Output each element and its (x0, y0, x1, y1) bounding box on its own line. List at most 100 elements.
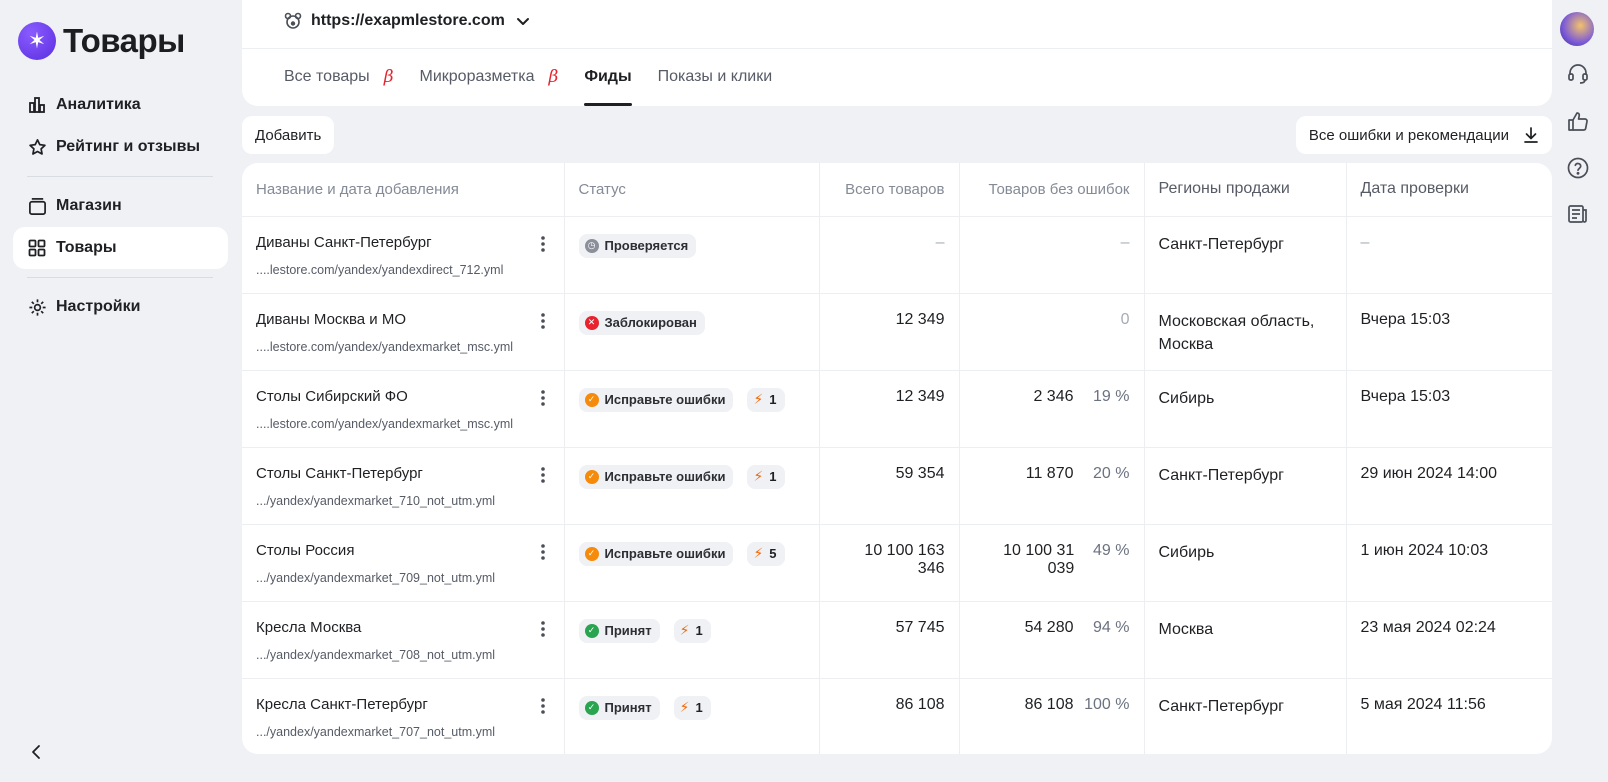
cell-name: Столы Россия .../yandex/yandexmarket_709… (242, 524, 564, 602)
table-row[interactable]: Столы Россия .../yandex/yandexmarket_709… (242, 524, 1552, 602)
status-label: Принят (604, 700, 652, 715)
status-badge[interactable]: ✓ Исправьте ошибки (578, 387, 734, 412)
column-header-ok[interactable]: Товаров без ошибок (958, 163, 1144, 217)
logo[interactable]: ✶ Товары (18, 22, 185, 60)
site-selector[interactable]: https://exapmlestore.com (284, 12, 531, 30)
feed-name[interactable]: Диваны Санкт-Петербург (256, 233, 432, 251)
feed-name[interactable]: Кресла Санкт-Петербург (256, 695, 428, 713)
all-errors-button[interactable]: Все ошибки и рекомендации (1295, 116, 1552, 154)
lightning-icon: ⚡ (753, 545, 764, 561)
errors-count-badge[interactable]: ⚡ 5 (747, 541, 785, 566)
feed-name[interactable]: Столы Россия (256, 541, 355, 559)
status-gray-icon: ◷ (584, 238, 599, 253)
more-vertical-icon[interactable] (535, 465, 551, 485)
cell-total: 86 108 (818, 678, 959, 754)
beta-badge: β (383, 67, 394, 87)
status-orange-icon: ✓ (584, 546, 599, 561)
errors-count-badge[interactable]: ⚡ 1 (673, 695, 711, 720)
gear-icon (27, 297, 47, 317)
column-header-checked[interactable]: Дата проверки (1345, 163, 1552, 217)
status-badge[interactable]: ◷ Проверяется (578, 233, 697, 258)
table-row[interactable]: Кресла Москва .../yandex/yandexmarket_70… (242, 601, 1552, 679)
feed-name[interactable]: Столы Санкт-Петербург (256, 464, 423, 482)
status-badge[interactable]: ✓ Исправьте ошибки (578, 541, 734, 566)
ok-count: 11 870 (1025, 464, 1074, 482)
tab-feeds[interactable]: Фиды (584, 48, 632, 106)
cell-status: ✓ Исправьте ошибки ⚡ 1 (563, 370, 819, 448)
table-header-row: Название и дата добавления Статус Всего … (242, 163, 1552, 217)
errors-count-badge[interactable]: ⚡ 1 (747, 387, 785, 412)
cell-name: Столы Сибирский ФО ....lestore.com/yande… (242, 370, 564, 448)
cell-total: – (818, 216, 959, 294)
status-badge[interactable]: ✓ Принят (578, 695, 660, 720)
errors-count-badge[interactable]: ⚡ 1 (673, 618, 711, 643)
more-vertical-icon[interactable] (535, 388, 551, 408)
cell-total: 59 354 (818, 447, 959, 525)
tab-impressions-clicks[interactable]: Показы и клики (658, 48, 773, 106)
column-header-status[interactable]: Статус (563, 163, 819, 217)
tabs: Все товары β Микроразметка β Фиды Показы… (284, 48, 798, 106)
more-vertical-icon[interactable] (535, 542, 551, 562)
lightning-icon: ⚡ (679, 622, 690, 638)
sidebar-item-rating[interactable]: Рейтинг и отзывы (13, 126, 228, 168)
lightning-icon: ⚡ (753, 391, 764, 407)
tab-microdata[interactable]: Микроразметка β (420, 48, 559, 106)
cell-ok: 86 108 100 % (958, 678, 1144, 754)
table-row[interactable]: Диваны Москва и МО ....lestore.com/yande… (242, 293, 1552, 371)
status-orange-icon: ✓ (584, 469, 599, 484)
cell-status: ✓ Принят ⚡ 1 (563, 601, 819, 679)
cell-status: ✓ Исправьте ошибки ⚡ 5 (563, 524, 819, 602)
more-vertical-icon[interactable] (535, 311, 551, 331)
column-header-regions[interactable]: Регионы продажи (1143, 163, 1346, 217)
like-icon[interactable] (1566, 110, 1590, 134)
table-row[interactable]: Диваны Санкт-Петербург ....lestore.com/y… (242, 216, 1552, 294)
tab-all-products[interactable]: Все товары β (284, 48, 394, 106)
more-vertical-icon[interactable] (535, 619, 551, 639)
lightning-icon: ⚡ (679, 699, 690, 715)
sidebar-item-label: Рейтинг и отзывы (56, 138, 201, 155)
more-vertical-icon[interactable] (535, 696, 551, 716)
divider (27, 176, 213, 177)
status-badge[interactable]: ✓ Исправьте ошибки (578, 464, 734, 489)
cell-total: 10 100 163 346 (818, 524, 959, 602)
cell-region: Москва (1143, 601, 1346, 679)
news-icon[interactable] (1566, 202, 1590, 226)
cell-region: Санкт-Петербург (1143, 216, 1346, 294)
tab-label: Все товары (284, 68, 370, 85)
cell-ok: 2 346 19 % (958, 370, 1144, 448)
status-badge[interactable]: ✓ Принят (578, 618, 660, 643)
column-header-total[interactable]: Всего товаров (818, 163, 959, 217)
column-header-name[interactable]: Название и дата добавления (242, 163, 564, 217)
feed-url: .../yandex/yandexmarket_708_not_utm.yml (256, 647, 496, 662)
sidebar-item-label: Аналитика (56, 96, 141, 113)
sidebar-item-settings[interactable]: Настройки (13, 286, 228, 328)
feed-name[interactable]: Столы Сибирский ФО (256, 387, 408, 405)
status-badge[interactable]: ✕ Заблокирован (578, 310, 705, 335)
ok-count: – (1120, 233, 1130, 251)
table-row[interactable]: Столы Сибирский ФО ....lestore.com/yande… (242, 370, 1552, 448)
errors-count-badge[interactable]: ⚡ 1 (747, 464, 785, 489)
table-row[interactable]: Столы Санкт-Петербург .../yandex/yandexm… (242, 447, 1552, 525)
feed-name[interactable]: Кресла Москва (256, 618, 362, 636)
sidebar-item-store[interactable]: Магазин (13, 185, 228, 227)
add-feed-button[interactable]: Добавить (242, 116, 335, 154)
sidebar-item-products[interactable]: Товары (13, 227, 228, 269)
avatar[interactable] (1560, 12, 1594, 46)
more-vertical-icon[interactable] (535, 234, 551, 254)
status-label: Исправьте ошибки (604, 392, 726, 407)
errors-count: 1 (695, 623, 703, 638)
sidebar: ✶ Товары Аналитика Рейтинг и отзывы Мага… (0, 0, 236, 782)
region-text: Санкт-Петербург (1158, 697, 1284, 715)
help-icon[interactable] (1566, 156, 1590, 180)
cell-checked: – (1345, 216, 1552, 294)
sidebar-item-analytics[interactable]: Аналитика (13, 84, 228, 126)
feed-url: ....lestore.com/yandex/yandexmarket_msc.… (256, 339, 514, 354)
collapse-sidebar-button[interactable] (26, 742, 46, 762)
table-row[interactable]: Кресла Санкт-Петербург .../yandex/yandex… (242, 678, 1552, 754)
cell-status: ✓ Принят ⚡ 1 (563, 678, 819, 754)
tab-label: Микроразметка (419, 68, 535, 85)
analytics-icon (27, 95, 47, 115)
status-label: Исправьте ошибки (604, 546, 726, 561)
support-icon[interactable] (1566, 62, 1590, 86)
feed-name[interactable]: Диваны Москва и МО (256, 310, 406, 328)
